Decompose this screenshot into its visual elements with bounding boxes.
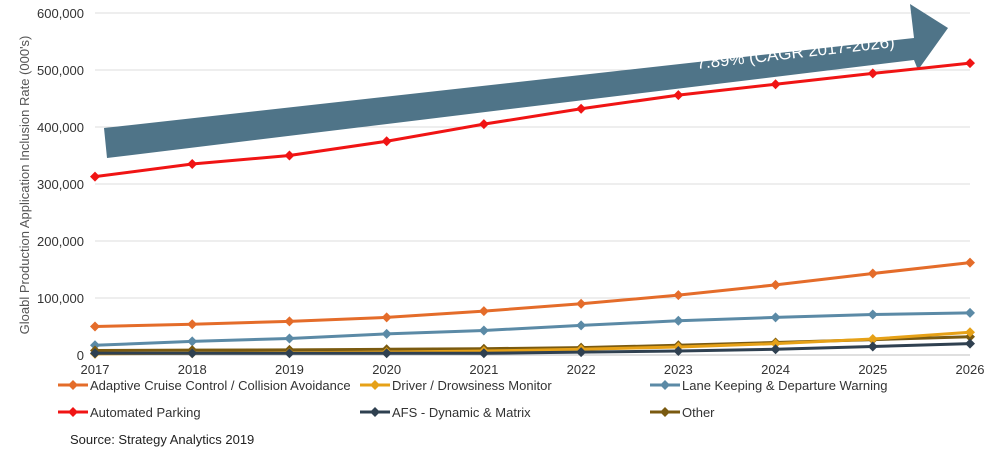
legend-label: Lane Keeping & Departure Warning xyxy=(682,377,888,393)
y-tick-label: 200,000 xyxy=(37,234,84,249)
legend-swatch xyxy=(650,380,680,390)
series-line xyxy=(95,342,971,355)
legend-swatch xyxy=(360,407,390,417)
x-tick-label: 2021 xyxy=(469,362,498,377)
data-point xyxy=(284,150,295,161)
data-point xyxy=(381,136,392,147)
data-point xyxy=(90,171,100,182)
y-tick-label: 300,000 xyxy=(37,177,84,192)
legend-swatch xyxy=(58,380,88,390)
data-point xyxy=(284,333,295,344)
legend-label: Automated Parking xyxy=(90,404,201,420)
data-point xyxy=(770,279,781,290)
data-point xyxy=(284,316,295,327)
data-point xyxy=(770,338,781,349)
legend-label: Adaptive Cruise Control / Collision Avoi… xyxy=(90,377,351,393)
x-tick-label: 2025 xyxy=(858,362,887,377)
series-lines xyxy=(90,58,975,359)
x-tick-label: 2026 xyxy=(956,362,985,377)
data-point xyxy=(770,312,781,323)
data-point xyxy=(673,290,684,301)
data-point xyxy=(187,348,198,359)
legend: Adaptive Cruise Control / Collision Avoi… xyxy=(58,376,958,428)
legend-label: Other xyxy=(682,404,715,420)
data-point xyxy=(867,334,878,345)
data-point xyxy=(965,327,975,338)
data-point xyxy=(576,103,587,114)
legend-swatch xyxy=(360,380,390,390)
x-tick-label: 2024 xyxy=(761,362,790,377)
data-point xyxy=(284,348,295,359)
data-point xyxy=(965,307,975,318)
series-lane-keeping-departure-warning xyxy=(90,307,975,351)
cagr-arrow: 7.89% (CAGR 2017-2026) xyxy=(104,4,948,158)
data-point xyxy=(867,341,878,352)
data-point xyxy=(187,336,198,347)
data-point xyxy=(673,346,684,357)
legend-item: Driver / Drowsiness Monitor xyxy=(360,376,552,394)
data-point xyxy=(381,348,392,359)
y-axis-label: Gloabl Production Application Inclusion … xyxy=(17,36,32,335)
legend-item: Other xyxy=(650,403,715,421)
data-point xyxy=(576,320,587,331)
x-tick-label: 2020 xyxy=(372,362,401,377)
data-point xyxy=(867,268,878,279)
series-line xyxy=(94,61,971,179)
x-tick-label: 2022 xyxy=(567,362,596,377)
data-point xyxy=(867,68,878,79)
x-tick-label: 2018 xyxy=(178,362,207,377)
data-point xyxy=(576,347,587,358)
legend-item: AFS - Dynamic & Matrix xyxy=(360,403,531,421)
source-note: Source: Strategy Analytics 2019 xyxy=(70,432,255,447)
data-point xyxy=(381,312,392,323)
data-point xyxy=(187,159,198,170)
data-point xyxy=(867,309,878,320)
data-point xyxy=(965,257,975,268)
data-point xyxy=(90,340,100,351)
legend-label: Driver / Drowsiness Monitor xyxy=(392,377,552,393)
x-tick-label: 2019 xyxy=(275,362,304,377)
data-point xyxy=(673,315,684,326)
legend-item: Lane Keeping & Departure Warning xyxy=(650,376,887,394)
data-point xyxy=(770,344,781,355)
x-tick-label: 2017 xyxy=(81,362,110,377)
legend-swatch xyxy=(58,407,88,417)
data-point xyxy=(187,319,198,330)
y-tick-label: 500,000 xyxy=(37,63,84,78)
x-tick-label: 2023 xyxy=(664,362,693,377)
series-afs-dynamic-matrix xyxy=(90,338,975,359)
y-tick-label: 0 xyxy=(77,348,84,363)
y-tick-labels: 0 100,000 200,000 300,000 400,000 500,000 600,… xyxy=(37,6,84,363)
legend-item: Automated Parking xyxy=(58,403,201,421)
data-point xyxy=(965,338,975,349)
data-point xyxy=(478,306,489,317)
legend-item: Adaptive Cruise Control / Collision Avoi… xyxy=(58,376,351,394)
series-line xyxy=(94,311,971,347)
y-tick-label: 100,000 xyxy=(37,291,84,306)
y-tick-label: 600,000 xyxy=(37,6,84,21)
data-point xyxy=(673,90,684,101)
data-point xyxy=(90,348,100,359)
legend-label: AFS - Dynamic & Matrix xyxy=(392,404,531,420)
data-point xyxy=(576,298,587,309)
data-point xyxy=(381,328,392,339)
data-point xyxy=(478,325,489,336)
series-automated-parking xyxy=(90,58,975,182)
y-tick-label: 400,000 xyxy=(37,120,84,135)
data-point xyxy=(478,348,489,359)
series-adaptive-cruise-control-collision-avoidance xyxy=(90,257,975,332)
data-point xyxy=(478,119,489,130)
cagr-arrow-shape xyxy=(104,4,948,158)
x-tick-labels: 2017 2018 2019 2020 2021 2022 2023 2024 2025 2026 xyxy=(81,362,985,377)
series-line xyxy=(94,261,971,328)
data-point xyxy=(965,58,975,69)
data-point xyxy=(90,321,100,332)
legend-swatch xyxy=(650,407,680,417)
data-point xyxy=(770,79,781,90)
